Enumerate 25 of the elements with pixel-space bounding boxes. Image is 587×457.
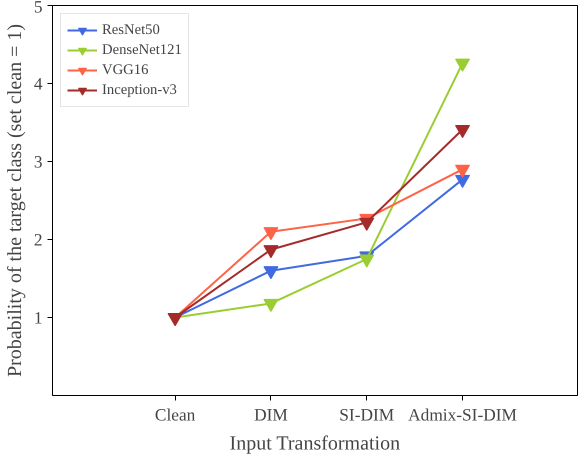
legend-label: VGG16 (102, 62, 148, 78)
point (359, 218, 374, 231)
point (455, 58, 470, 72)
legend-label: ResNet50 (102, 22, 160, 38)
x-tick-label: DIM (254, 406, 288, 424)
y-tick-label: 2 (34, 230, 43, 250)
x-axis-title: Input Transformation (230, 432, 400, 454)
y-tick-label: 4 (34, 74, 43, 94)
point (455, 124, 470, 138)
y-axis-title: Probability of the target class (set clean = 1) (4, 24, 26, 378)
y-tick-label: 3 (34, 152, 43, 172)
point (455, 174, 470, 188)
x-tick-label: Admix-SI-DIM (408, 406, 517, 424)
point (263, 298, 278, 312)
x-tick-label: Clean (154, 406, 196, 424)
point (263, 266, 278, 280)
x-tick-label: SI-DIM (339, 406, 394, 424)
y-tick-label: 1 (34, 308, 43, 328)
point (263, 245, 278, 258)
point (359, 254, 374, 268)
y-tick-label: 5 (34, 0, 43, 16)
legend-label: DenseNet121 (102, 42, 182, 58)
point (455, 164, 470, 178)
point (263, 227, 278, 240)
legend-label: Inception-v3 (102, 82, 177, 98)
